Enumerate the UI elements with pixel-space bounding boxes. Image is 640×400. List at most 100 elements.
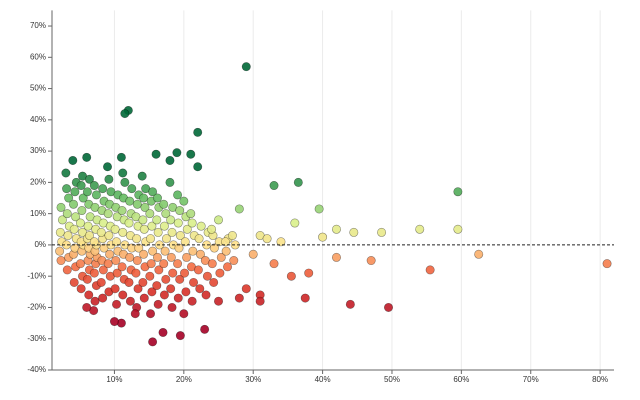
point bbox=[132, 256, 142, 266]
point bbox=[125, 296, 135, 306]
point bbox=[69, 277, 79, 287]
point bbox=[112, 299, 122, 309]
point bbox=[63, 231, 73, 241]
point bbox=[112, 237, 122, 247]
point bbox=[57, 215, 67, 225]
point bbox=[314, 204, 324, 214]
x-tick-label: 30% bbox=[245, 375, 261, 384]
point bbox=[202, 271, 212, 281]
point bbox=[167, 227, 177, 237]
y-tick-label: 10% bbox=[30, 209, 46, 218]
x-tick-label: 10% bbox=[106, 375, 122, 384]
point bbox=[304, 268, 314, 278]
point bbox=[474, 249, 484, 259]
y-tick-label: 20% bbox=[30, 177, 46, 186]
point bbox=[194, 234, 204, 244]
point bbox=[207, 259, 217, 269]
point bbox=[193, 265, 203, 275]
y-tick-label: 60% bbox=[30, 52, 46, 61]
point bbox=[124, 277, 134, 287]
point bbox=[161, 209, 171, 219]
point bbox=[195, 249, 205, 259]
point bbox=[68, 155, 78, 165]
point bbox=[161, 234, 171, 244]
point bbox=[69, 224, 79, 234]
point bbox=[148, 246, 158, 256]
y-tick-label: 30% bbox=[30, 146, 46, 155]
point bbox=[82, 187, 92, 197]
point bbox=[195, 284, 205, 294]
point bbox=[103, 162, 113, 172]
point bbox=[130, 309, 140, 319]
point bbox=[140, 202, 150, 212]
point bbox=[137, 171, 147, 181]
point bbox=[78, 193, 88, 203]
point bbox=[55, 227, 65, 237]
point bbox=[118, 290, 128, 300]
point bbox=[56, 256, 66, 266]
point bbox=[168, 268, 178, 278]
point bbox=[166, 215, 176, 225]
point bbox=[116, 152, 126, 162]
y-tick-label: 50% bbox=[30, 84, 46, 93]
point bbox=[276, 237, 286, 247]
point bbox=[331, 252, 341, 262]
point bbox=[318, 232, 328, 242]
point bbox=[187, 296, 197, 306]
point bbox=[82, 302, 92, 312]
point bbox=[196, 221, 206, 231]
point bbox=[290, 218, 300, 228]
point bbox=[96, 227, 106, 237]
point bbox=[209, 277, 219, 287]
point bbox=[148, 187, 158, 197]
point bbox=[103, 209, 113, 219]
point bbox=[300, 293, 310, 303]
point bbox=[173, 259, 183, 269]
point bbox=[132, 199, 142, 209]
point bbox=[201, 290, 211, 300]
point bbox=[77, 206, 87, 216]
y-tick-label: 40% bbox=[30, 115, 46, 124]
point bbox=[241, 284, 251, 294]
point bbox=[153, 227, 163, 237]
point bbox=[234, 293, 244, 303]
point bbox=[286, 271, 296, 281]
point bbox=[76, 284, 86, 294]
point bbox=[159, 290, 169, 300]
point bbox=[161, 274, 171, 284]
point bbox=[139, 293, 149, 303]
point bbox=[125, 252, 135, 262]
point bbox=[145, 209, 155, 219]
point bbox=[71, 212, 81, 222]
point bbox=[117, 206, 127, 216]
point bbox=[154, 265, 164, 275]
point bbox=[148, 337, 158, 347]
point bbox=[223, 262, 233, 272]
point bbox=[98, 184, 108, 194]
point bbox=[165, 155, 175, 165]
point bbox=[181, 287, 191, 297]
point bbox=[345, 299, 355, 309]
point bbox=[175, 231, 185, 241]
point bbox=[187, 218, 197, 228]
point bbox=[216, 252, 226, 262]
point bbox=[138, 277, 148, 287]
point bbox=[188, 246, 198, 256]
y-tick-label: -20% bbox=[27, 303, 46, 312]
point bbox=[175, 206, 185, 216]
point bbox=[159, 199, 169, 209]
point bbox=[175, 274, 185, 284]
point bbox=[166, 284, 176, 294]
point bbox=[89, 237, 99, 247]
point bbox=[425, 265, 435, 275]
point bbox=[366, 256, 376, 266]
x-tick-label: 60% bbox=[453, 375, 469, 384]
point bbox=[189, 277, 199, 287]
point bbox=[139, 224, 149, 234]
point bbox=[147, 287, 157, 297]
point bbox=[120, 109, 130, 119]
point bbox=[118, 168, 128, 178]
point bbox=[127, 184, 137, 194]
point bbox=[159, 259, 169, 269]
